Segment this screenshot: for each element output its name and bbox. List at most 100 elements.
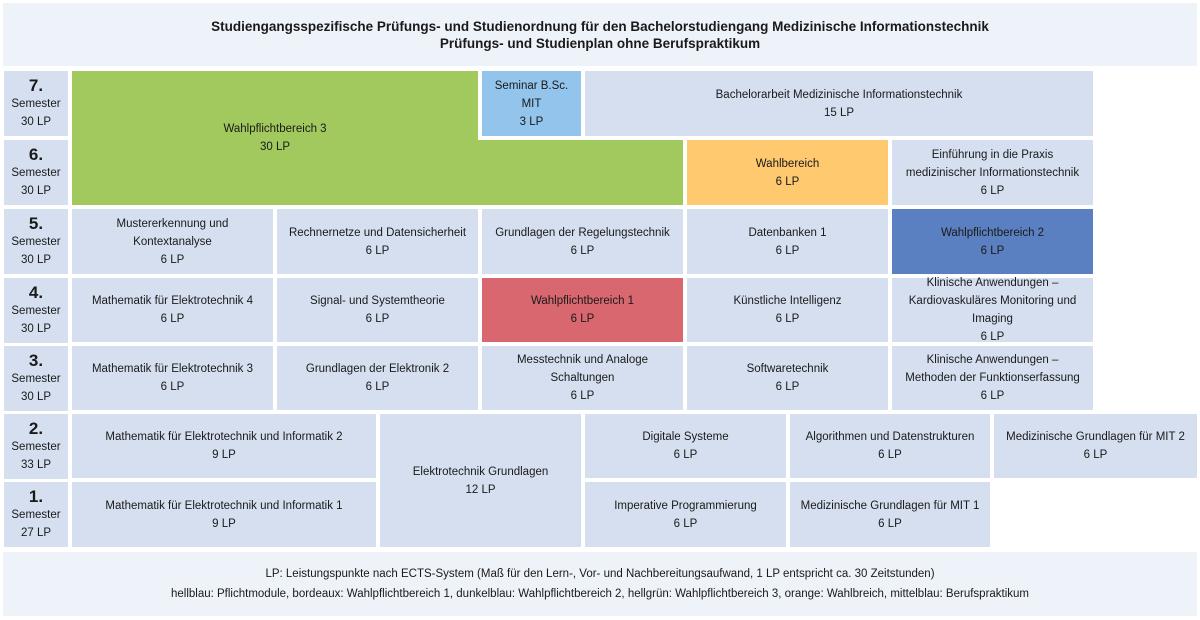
semester-label-6: 6. Semester 30 LP bbox=[4, 140, 68, 205]
module-credits: 15 LP bbox=[823, 106, 855, 119]
module-credits: 6 LP bbox=[365, 244, 390, 257]
semester-label-1: 1. Semester 27 LP bbox=[4, 482, 68, 547]
semester-word: Semester bbox=[11, 509, 61, 521]
semester-label-4: 4. Semester 30 LP bbox=[4, 278, 68, 343]
module-title: Klinische Anwendungen – bbox=[926, 277, 1059, 289]
module-credits: 6 LP bbox=[160, 253, 185, 266]
module-text: Wahlbereich 6 LP bbox=[756, 155, 820, 191]
module-regelungstechnik: Grundlagen der Regelungstechnik 6 LP bbox=[482, 209, 683, 274]
module-credits: 6 LP bbox=[775, 313, 800, 325]
module-kuenstliche-intelligenz: Künstliche Intelligenz 6 LP bbox=[687, 278, 888, 342]
module-title: Klinische Anwendungen – bbox=[926, 354, 1059, 366]
module-title: Seminar B.Sc. MIT bbox=[494, 79, 569, 110]
module-text: Medizinische Grundlagen für MIT 2 6 LP bbox=[1006, 428, 1185, 464]
module-text: Klinische Anwendungen – Methoden der Funk… bbox=[905, 351, 1080, 405]
module-title: Wahlbereich bbox=[755, 157, 820, 170]
module-title: Softwaretechnik bbox=[746, 363, 829, 375]
module-credits: 6 LP bbox=[160, 381, 185, 393]
module-text: Softwaretechnik 6 LP bbox=[747, 360, 829, 396]
module-text: Klinische Anwendungen – Kardiovaskuläres … bbox=[898, 274, 1087, 346]
module-credits: 6 LP bbox=[980, 244, 1005, 257]
plan-subtitle: Prüfungs- und Studienplan ohne Berufspra… bbox=[439, 35, 761, 51]
semester-credits: 30 LP bbox=[20, 391, 52, 403]
semester-word: Semester bbox=[11, 167, 61, 179]
semester-number: 3. bbox=[28, 351, 44, 370]
module-credits: 6 LP bbox=[980, 331, 1005, 343]
module-credits: 6 LP bbox=[365, 313, 390, 325]
module-credits: 6 LP bbox=[878, 517, 902, 530]
semester-label-5: 5. Semester 30 LP bbox=[4, 209, 68, 274]
semester-credits: 30 LP bbox=[20, 116, 52, 128]
module-credits: 9 LP bbox=[212, 449, 236, 461]
module-credits: 6 LP bbox=[775, 244, 800, 257]
module-text: Grundlagen der Regelungstechnik 6 LP bbox=[495, 224, 670, 260]
module-title: Datenbanken 1 bbox=[748, 226, 827, 239]
module-seminar-bsc-mit: Seminar B.Sc. MIT 3 LP bbox=[482, 71, 581, 136]
module-title: Signal- und Systemtheorie bbox=[310, 295, 445, 307]
module-text: Rechnernetze und Datensicherheit 6 LP bbox=[289, 224, 466, 260]
semester-credits: 30 LP bbox=[20, 323, 52, 335]
module-imperative-programmierung: Imperative Programmierung 6 LP bbox=[585, 482, 786, 547]
module-mathe-et-3: Mathematik für Elektrotechnik 3 6 LP bbox=[72, 346, 273, 410]
module-credits: 12 LP bbox=[465, 483, 496, 496]
plan-header: Studiengangsspezifische Prüfungs- und St… bbox=[3, 3, 1197, 66]
module-title: Messtechnik und Analoge Schaltungen bbox=[516, 354, 649, 384]
module-text: Grundlagen der Elektronik 2 6 LP bbox=[306, 360, 449, 396]
semester-word: Semester bbox=[11, 98, 61, 110]
semester-word: Semester bbox=[11, 373, 61, 385]
module-credits: 6 LP bbox=[365, 381, 390, 393]
module-title: Mathematik für Elektrotechnik und Inform… bbox=[105, 499, 343, 512]
module-title: Algorithmen und Datenstrukturen bbox=[805, 431, 975, 443]
module-text: Datenbanken 1 6 LP bbox=[748, 224, 826, 260]
module-text: Einführung in die Praxis medizinischer In… bbox=[906, 146, 1079, 200]
semester-credits: 33 LP bbox=[20, 459, 52, 471]
module-text: Wahlpflichtbereich 2 6 LP bbox=[941, 224, 1044, 260]
module-title: Elektrotechnik Grundlagen bbox=[412, 465, 549, 478]
module-title: Mathematik für Elektrotechnik 4 bbox=[91, 295, 254, 307]
module-mathe-et-4: Mathematik für Elektrotechnik 4 6 LP bbox=[72, 278, 273, 342]
module-wahlpflichtbereich-1: Wahlpflichtbereich 1 6 LP bbox=[482, 278, 683, 342]
module-text: Wahlpflichtbereich 1 6 LP bbox=[531, 292, 634, 328]
module-text: Mathematik für Elektrotechnik 3 6 LP bbox=[92, 360, 253, 396]
module-softwaretechnik: Softwaretechnik 6 LP bbox=[687, 346, 888, 410]
module-title: Mathematik für Elektrotechnik 3 bbox=[91, 363, 254, 375]
semester-number: 1. bbox=[28, 487, 44, 506]
module-title: Grundlagen der Elektronik 2 bbox=[305, 363, 450, 375]
module-mathe-et-inf-1: Mathematik für Elektrotechnik und Inform… bbox=[72, 482, 376, 547]
semester-label-3: 3. Semester 30 LP bbox=[4, 346, 68, 411]
module-mustererkennung: Mustererkennung und Kontextanalyse 6 LP bbox=[72, 209, 273, 274]
semester-number: 6. bbox=[28, 145, 44, 164]
module-title: Grundlagen der Regelungstechnik bbox=[495, 226, 670, 239]
module-klinische-kardio: Klinische Anwendungen – Kardiovaskuläres … bbox=[892, 277, 1093, 343]
module-wahlpflichtbereich-2: Wahlpflichtbereich 2 6 LP bbox=[892, 209, 1093, 274]
plan-title: Studiengangsspezifische Prüfungs- und St… bbox=[211, 18, 989, 34]
module-credits: 9 LP bbox=[212, 517, 236, 530]
module-title: Bachelorarbeit Medizinische Informations… bbox=[715, 88, 963, 101]
module-credits: 6 LP bbox=[673, 517, 698, 530]
module-text: Imperative Programmierung 6 LP bbox=[614, 497, 757, 533]
semester-label-7: 7. Semester 30 LP bbox=[4, 71, 68, 136]
module-messtechnik: Messtechnik und Analoge Schaltungen 6 LP bbox=[482, 346, 683, 410]
semester-number: 4. bbox=[28, 283, 44, 302]
semester-word: Semester bbox=[11, 441, 61, 453]
module-credits: 6 LP bbox=[570, 313, 595, 325]
module-text: Medizinische Grundlagen für MIT 1 6 LP bbox=[801, 497, 980, 533]
module-credits: 6 LP bbox=[980, 390, 1005, 402]
module-credits: 6 LP bbox=[570, 390, 595, 402]
module-text: Messtechnik und Analoge Schaltungen 6 LP bbox=[488, 351, 677, 405]
legend-color-key: hellblau: Pflichtmodule, bordeaux: Wahlp… bbox=[170, 588, 1030, 600]
module-text: Elektrotechnik Grundlagen 12 LP bbox=[413, 463, 549, 499]
module-text: Mathematik für Elektrotechnik 4 6 LP bbox=[92, 292, 253, 328]
module-credits: 6 LP bbox=[980, 184, 1005, 197]
module-algorithmen: Algorithmen und Datenstrukturen 6 LP bbox=[790, 414, 990, 478]
module-credits: 6 LP bbox=[570, 244, 595, 257]
semester-word: Semester bbox=[11, 236, 61, 248]
module-text: Mathematik für Elektrotechnik und Inform… bbox=[105, 428, 342, 464]
module-credits: 6 LP bbox=[878, 449, 902, 461]
module-wahlpflichtbereich-3: Wahlpflichtbereich 3 30 LP bbox=[72, 71, 478, 205]
module-credits: 30 LP bbox=[259, 141, 291, 153]
module-text: Digitale Systeme 6 LP bbox=[642, 428, 728, 464]
module-med-grundlagen-2: Medizinische Grundlagen für MIT 2 6 LP bbox=[994, 414, 1197, 478]
module-title: Wahlpflichtbereich 3 bbox=[223, 123, 327, 135]
module-elektronik-2: Grundlagen der Elektronik 2 6 LP bbox=[277, 346, 478, 410]
